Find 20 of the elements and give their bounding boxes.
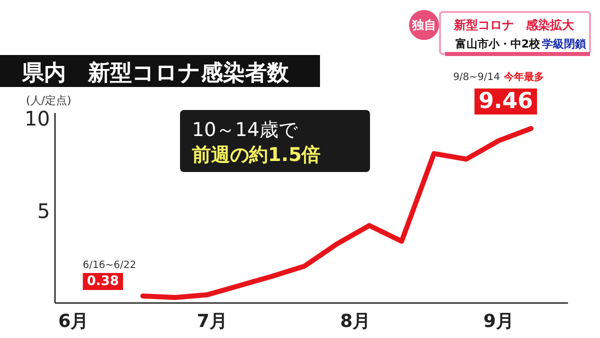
x-tick-label: 8月 (340, 311, 371, 332)
x-tick-label: 9月 (483, 311, 514, 332)
text: 新型コロナ 感染拡大 (453, 18, 575, 32)
annotation: 6/16~6/22 (82, 260, 136, 271)
x-tick-label: 7月 (196, 311, 228, 332)
y-tick-label: 10 (24, 106, 50, 131)
text: 今年最多 (503, 71, 544, 83)
x-tick-label: 6月 (58, 311, 89, 332)
text: 9/8~9/14 (453, 72, 500, 83)
text: 独自 (411, 18, 436, 32)
annotation: 前週の約1.5倍 (191, 144, 321, 166)
y-tick-label: 5 (37, 198, 50, 223)
text: 学級閉鎖 (542, 38, 587, 50)
data-label: 9.46 (478, 88, 533, 114)
y-axis-title: (人/定点) (26, 94, 72, 107)
data-label: 0.38 (86, 274, 119, 289)
annotation: 10～14歳で (192, 119, 298, 141)
title: 県内 新型コロナ感染者数 (0, 55, 320, 87)
text: 富山市小・中2校 (455, 38, 541, 50)
chart-title: 県内 新型コロナ感染者数 (21, 60, 290, 86)
